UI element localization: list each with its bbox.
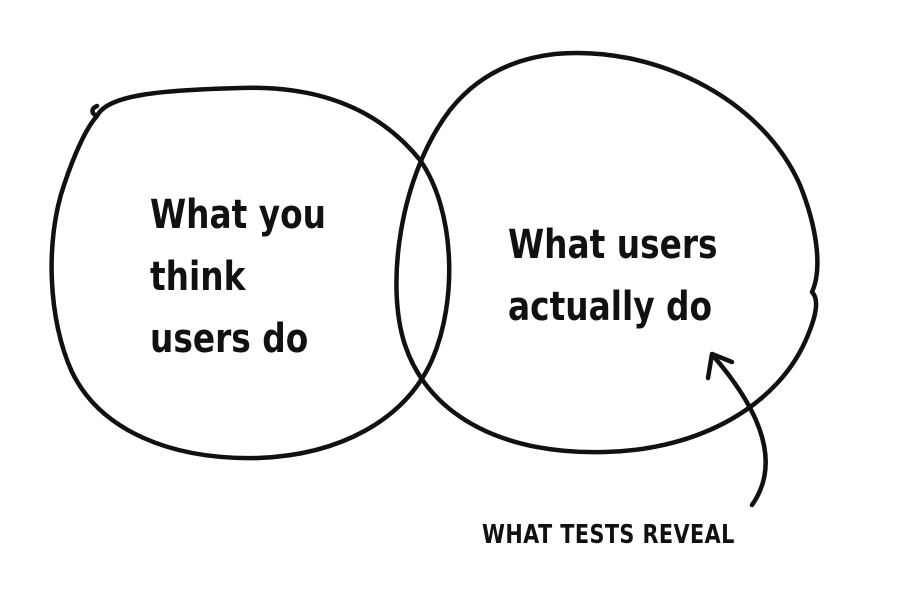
left-circle xyxy=(49,85,452,461)
callout-arrow xyxy=(712,355,769,508)
right-circle-label: What users actually do xyxy=(508,222,718,330)
arrow-head xyxy=(705,351,735,381)
left-circle-label: What you think users do xyxy=(150,192,327,362)
annotation-label: WHAT TESTS REVEAL xyxy=(482,520,735,550)
right-circle xyxy=(394,50,820,455)
